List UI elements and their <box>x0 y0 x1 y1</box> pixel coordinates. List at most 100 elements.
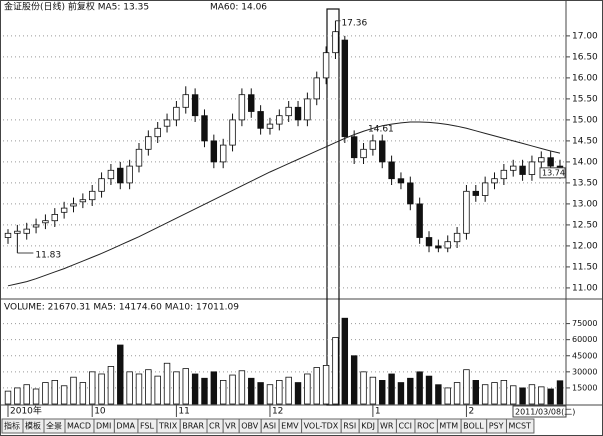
tab-label[interactable]: EMV <box>281 422 299 431</box>
tab-label[interactable]: VR <box>225 422 236 431</box>
candle-body <box>472 190 480 196</box>
candle-body <box>219 144 227 163</box>
tab-label[interactable]: DMI <box>96 422 111 431</box>
y-tick-label: 12.50 <box>572 220 598 230</box>
y-tick-label: 17.00 <box>572 31 598 41</box>
tab-label[interactable]: MACD <box>67 422 91 431</box>
tab[interactable] <box>505 418 535 434</box>
candle-body <box>173 106 180 121</box>
tab-label[interactable]: BOLL <box>463 422 484 431</box>
tab-label[interactable]: MTM <box>439 422 458 431</box>
volume-bar <box>145 369 152 405</box>
tab-label[interactable]: RSI <box>343 422 356 431</box>
annotation: 14.61 <box>368 125 394 135</box>
tab-label[interactable]: TRIX <box>158 422 178 431</box>
volume-bar <box>360 371 367 405</box>
candle-body <box>510 165 517 171</box>
tab-label[interactable]: 指标 <box>4 421 20 431</box>
candle-body <box>313 77 320 100</box>
tab-label[interactable]: MCST <box>508 422 531 431</box>
candle-body <box>481 182 489 196</box>
ma60-header: MA60: 14.06 <box>210 3 267 13</box>
tab-label[interactable]: CCI <box>398 422 412 431</box>
highlight-box <box>326 8 340 406</box>
cursor-date-box <box>512 405 567 418</box>
tab-label[interactable]: BRAR <box>182 422 204 431</box>
y-tick-label: 16.00 <box>572 73 598 83</box>
candle-body <box>4 232 12 238</box>
candle-body <box>341 39 349 138</box>
candle-body <box>425 237 433 247</box>
volume-bar <box>51 380 58 405</box>
tab-label[interactable]: KDJ <box>361 422 375 431</box>
y-tick-label: 13.00 <box>572 199 598 209</box>
volume-bar <box>388 373 395 405</box>
volume-bar <box>500 380 508 405</box>
candle-body <box>463 190 470 234</box>
y2-tick-label: 75000 <box>572 319 597 328</box>
volume-bar <box>294 382 302 405</box>
candle-body <box>538 157 545 163</box>
volume-bar <box>341 317 349 405</box>
volume-bar <box>107 366 115 405</box>
candle-body <box>154 127 161 138</box>
volume-bar <box>23 384 30 405</box>
volume-bar <box>42 382 49 405</box>
volume-bar <box>556 380 564 405</box>
tab-label[interactable]: CR <box>209 422 221 431</box>
tab-label[interactable]: FSL <box>140 422 155 431</box>
tab-label[interactable]: ASI <box>263 422 276 431</box>
tab-label[interactable]: WR <box>380 422 394 431</box>
y-tick-label: 16.50 <box>572 52 598 62</box>
candle-body <box>350 136 358 159</box>
candle-body <box>98 178 105 192</box>
candle-body <box>117 167 124 184</box>
y2-tick-label: 30000 <box>572 367 597 376</box>
y-tick-label: 15.50 <box>572 94 598 104</box>
ma60-line <box>7 121 561 287</box>
volume-bar <box>322 365 330 405</box>
candle-body <box>201 115 208 142</box>
volume-bar <box>154 375 161 405</box>
candle-body <box>491 178 498 184</box>
tab-label[interactable]: 全景 <box>46 421 62 431</box>
candle-body <box>88 190 96 201</box>
tab-label[interactable]: OBV <box>241 422 259 431</box>
candle-body <box>416 203 423 238</box>
volume-bar <box>528 384 536 405</box>
y2-tick-label: 45000 <box>572 351 597 360</box>
volume-bar <box>219 380 227 405</box>
volume-header: VOLUME: 21670.31 MA5: 14174.60 MA10: 170… <box>4 303 239 313</box>
candle-body <box>360 148 367 159</box>
volume-bar <box>210 371 218 405</box>
candle-body <box>51 214 58 222</box>
candle-body <box>107 169 115 180</box>
volume-bar <box>70 376 77 405</box>
volume-bar <box>4 390 12 405</box>
candle-body <box>248 94 255 112</box>
candle-body <box>126 165 133 184</box>
candle-body <box>519 165 526 175</box>
tab-label[interactable]: VOL-TDX <box>304 422 339 431</box>
candle-body <box>42 220 49 224</box>
y-tick-label: 14.50 <box>572 136 598 146</box>
candle-body <box>60 207 68 213</box>
tab-label[interactable]: ROC <box>417 422 435 431</box>
volume-bar <box>332 337 339 405</box>
y-tick-label: 12.00 <box>572 241 598 251</box>
candle-body <box>257 111 264 129</box>
candle-body <box>500 169 508 180</box>
candle-body <box>182 94 189 108</box>
candle-body <box>304 98 311 121</box>
candle-body <box>238 94 246 121</box>
candle-body <box>70 203 77 207</box>
x-tick-label: 1 <box>375 407 381 417</box>
tab-label[interactable]: PSY <box>489 422 504 431</box>
volume-bar <box>350 355 358 405</box>
candle-body <box>397 178 405 184</box>
tab-label[interactable]: 模板 <box>25 421 41 431</box>
tab-label[interactable]: DMA <box>116 422 135 431</box>
y2-tick-label: 60000 <box>572 335 597 344</box>
high-label: 17.36 <box>341 18 367 28</box>
